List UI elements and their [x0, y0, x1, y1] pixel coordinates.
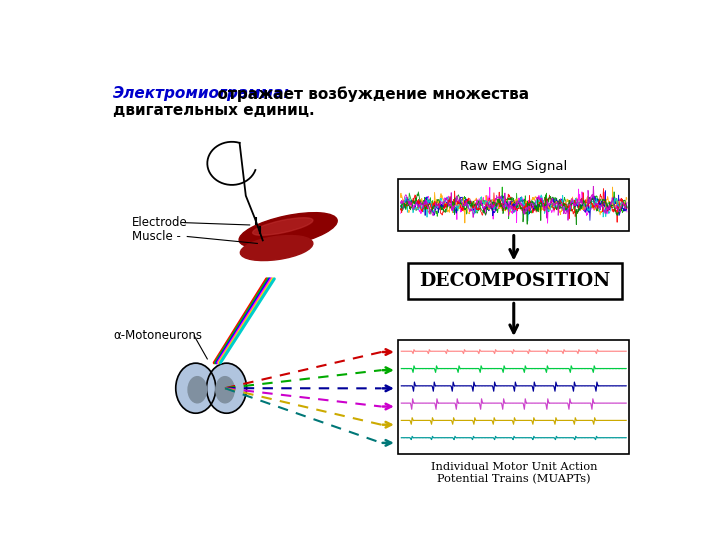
Ellipse shape	[176, 363, 216, 413]
Ellipse shape	[240, 235, 313, 261]
Text: DECOMPOSITION: DECOMPOSITION	[419, 272, 610, 290]
Text: Raw EMG Signal: Raw EMG Signal	[460, 160, 567, 173]
Ellipse shape	[188, 377, 207, 403]
Ellipse shape	[207, 363, 246, 413]
Ellipse shape	[239, 213, 337, 248]
Text: α-Motoneurons: α-Motoneurons	[113, 329, 202, 342]
Text: Individual Motor Unit Action
Potential Trains (MUAPTs): Individual Motor Unit Action Potential T…	[431, 462, 597, 484]
Text: отражает возбуждение множества: отражает возбуждение множества	[207, 86, 529, 102]
Text: двигательных единиц.: двигательных единиц.	[113, 103, 315, 118]
Text: Electrode: Electrode	[132, 216, 188, 229]
Bar	[398, 179, 629, 231]
Text: Muscle -: Muscle -	[132, 230, 181, 243]
Bar	[408, 264, 621, 299]
Ellipse shape	[253, 218, 313, 235]
Bar	[398, 340, 629, 455]
Ellipse shape	[216, 377, 234, 403]
Text: Электромиограмма:: Электромиограмма:	[113, 86, 291, 102]
